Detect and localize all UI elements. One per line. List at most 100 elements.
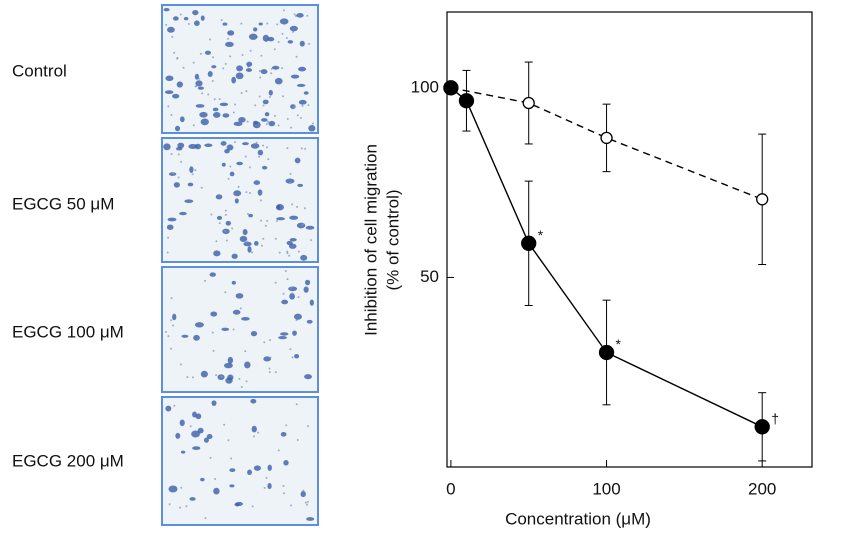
cell <box>230 457 233 460</box>
cell <box>238 377 241 380</box>
cell <box>206 434 213 440</box>
cell <box>307 104 310 107</box>
cell <box>253 465 262 471</box>
cell <box>281 299 289 305</box>
cell <box>247 469 252 476</box>
cell <box>194 322 204 328</box>
cell <box>289 181 292 184</box>
data-point <box>598 344 615 361</box>
cell <box>286 240 293 246</box>
cell <box>259 76 262 79</box>
cell <box>177 142 185 149</box>
cell <box>177 153 180 156</box>
cell <box>292 330 297 336</box>
cell <box>211 400 217 406</box>
cell <box>215 240 218 243</box>
cell <box>224 213 227 216</box>
cell <box>270 67 273 70</box>
cell <box>304 374 312 380</box>
cell <box>179 363 182 366</box>
cell <box>177 176 180 179</box>
cell <box>189 497 196 501</box>
cell <box>176 57 179 60</box>
data-point <box>756 193 769 206</box>
cell <box>200 186 203 189</box>
cell <box>233 141 236 144</box>
cell <box>201 92 204 95</box>
cell <box>189 425 192 428</box>
cell <box>242 228 248 236</box>
cell <box>179 211 187 216</box>
cell <box>271 65 280 70</box>
y-tick-label: 50 <box>420 267 439 286</box>
cell <box>306 425 309 428</box>
cell <box>231 227 234 230</box>
cell <box>231 76 236 84</box>
cell <box>229 484 235 488</box>
cell <box>250 143 260 149</box>
cell <box>168 172 177 176</box>
cell <box>245 191 248 194</box>
cell <box>248 213 253 218</box>
cell <box>223 362 233 369</box>
cell <box>163 8 170 12</box>
cell <box>300 147 303 150</box>
panel-label: EGCG 200 μM <box>12 451 124 470</box>
cell <box>167 217 177 222</box>
cell <box>195 80 203 87</box>
cell <box>267 158 270 161</box>
cell <box>179 419 185 427</box>
cell <box>301 223 304 226</box>
cell <box>220 141 227 146</box>
cell <box>197 86 204 90</box>
cell <box>236 65 243 72</box>
x-tick-label: 200 <box>748 479 776 498</box>
cell <box>258 22 263 26</box>
cell <box>295 55 298 58</box>
cell <box>286 147 289 150</box>
cell <box>274 77 283 85</box>
cell <box>214 478 217 481</box>
x-tick-label: 100 <box>592 479 620 498</box>
cell <box>290 286 293 289</box>
cell <box>293 313 302 320</box>
cell <box>223 423 226 426</box>
cell <box>184 199 194 203</box>
cell <box>225 41 234 47</box>
cell <box>232 111 235 114</box>
panel-label: EGCG 100 μM <box>12 322 124 341</box>
cell <box>204 279 207 282</box>
cell <box>199 111 208 118</box>
series-line <box>450 87 763 200</box>
cell <box>252 435 255 438</box>
cell <box>289 215 299 220</box>
cell <box>293 13 296 16</box>
x-tick-label: 0 <box>446 479 455 498</box>
cell <box>267 483 272 490</box>
cell <box>207 93 210 96</box>
cell <box>245 68 253 72</box>
cell <box>191 173 194 176</box>
cell <box>306 517 315 521</box>
cell <box>233 121 243 127</box>
cell <box>167 335 170 338</box>
cell <box>224 230 227 233</box>
cell <box>284 270 287 273</box>
cell <box>203 437 209 443</box>
cell <box>224 209 227 212</box>
cell <box>308 125 316 132</box>
cell <box>250 398 257 404</box>
cell <box>310 239 313 242</box>
cell <box>172 324 175 327</box>
cell <box>163 143 171 151</box>
cell <box>262 99 269 105</box>
cell <box>239 307 242 310</box>
cell <box>294 354 300 359</box>
cell <box>293 105 296 108</box>
cell <box>282 485 285 488</box>
cell <box>252 121 261 129</box>
cell <box>215 374 218 377</box>
cell <box>227 37 230 40</box>
cell <box>306 319 313 324</box>
cell <box>210 213 213 216</box>
